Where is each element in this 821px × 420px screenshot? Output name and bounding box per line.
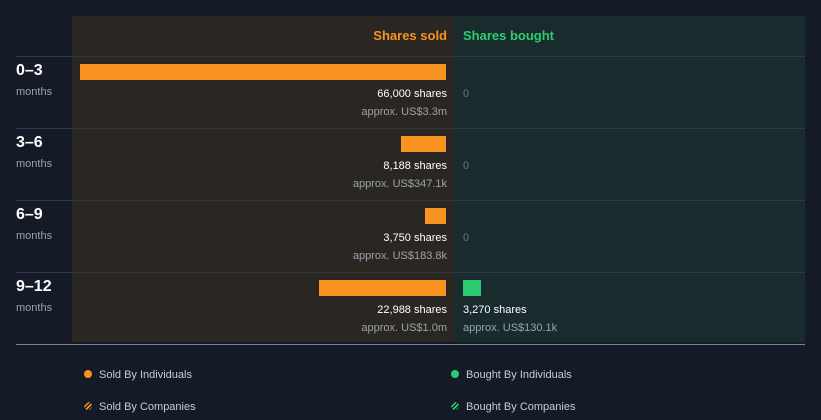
legend-label: Sold By Companies	[99, 401, 196, 413]
shares-sold-header: Shares sold	[373, 28, 447, 43]
bought-zero-label: 0	[463, 160, 470, 172]
period-unit-label: months	[16, 158, 53, 170]
legend-item: Bought By Individuals	[451, 369, 572, 381]
row-divider	[16, 344, 805, 345]
row-divider	[16, 56, 805, 57]
bought-zero-label: 0	[463, 232, 470, 244]
period-unit-label: months	[16, 86, 53, 98]
sold-shares-label: 66,000 shares	[377, 88, 447, 100]
legend-item: Sold By Companies	[84, 401, 196, 413]
bought-bar	[463, 280, 482, 296]
legend-hatched-swatch	[84, 402, 92, 411]
legend-item: Bought By Companies	[451, 401, 575, 413]
shares-bought-panel	[454, 16, 805, 342]
period-label: 6–9	[16, 206, 43, 223]
period-label: 9–12	[16, 278, 52, 295]
sold-bar	[425, 208, 446, 224]
bought-shares-label: 3,270 shares	[463, 304, 527, 316]
period-label: 3–6	[16, 134, 43, 151]
legend-label: Sold By Individuals	[99, 369, 192, 381]
legend-label: Bought By Individuals	[466, 369, 572, 381]
row-divider	[16, 272, 805, 273]
sold-shares-label: 8,188 shares	[383, 160, 447, 172]
legend-solid-swatch	[451, 370, 459, 379]
shares-bought-header: Shares bought	[463, 28, 555, 43]
row-divider	[16, 128, 805, 129]
legend-label: Bought By Companies	[466, 401, 576, 413]
bought-zero-label: 0	[463, 88, 470, 100]
sold-approx-value: approx. US$183.8k	[352, 250, 447, 262]
legend-item: Sold By Individuals	[84, 369, 192, 381]
sold-bar	[318, 280, 446, 296]
period-unit-label: months	[16, 302, 53, 314]
row-divider	[16, 200, 805, 201]
bought-approx-value: approx. US$130.1k	[463, 322, 558, 334]
sold-approx-value: approx. US$347.1k	[352, 178, 447, 190]
sold-shares-label: 22,988 shares	[377, 304, 447, 316]
sold-bar	[80, 64, 446, 80]
period-label: 0–3	[16, 62, 43, 79]
sold-bar	[400, 136, 446, 152]
legend-hatched-swatch	[451, 402, 459, 411]
legend-solid-swatch	[84, 370, 92, 379]
sold-approx-value: approx. US$1.0m	[361, 322, 447, 334]
period-unit-label: months	[16, 230, 53, 242]
sold-approx-value: approx. US$3.3m	[361, 106, 447, 118]
sold-shares-label: 3,750 shares	[383, 232, 447, 244]
